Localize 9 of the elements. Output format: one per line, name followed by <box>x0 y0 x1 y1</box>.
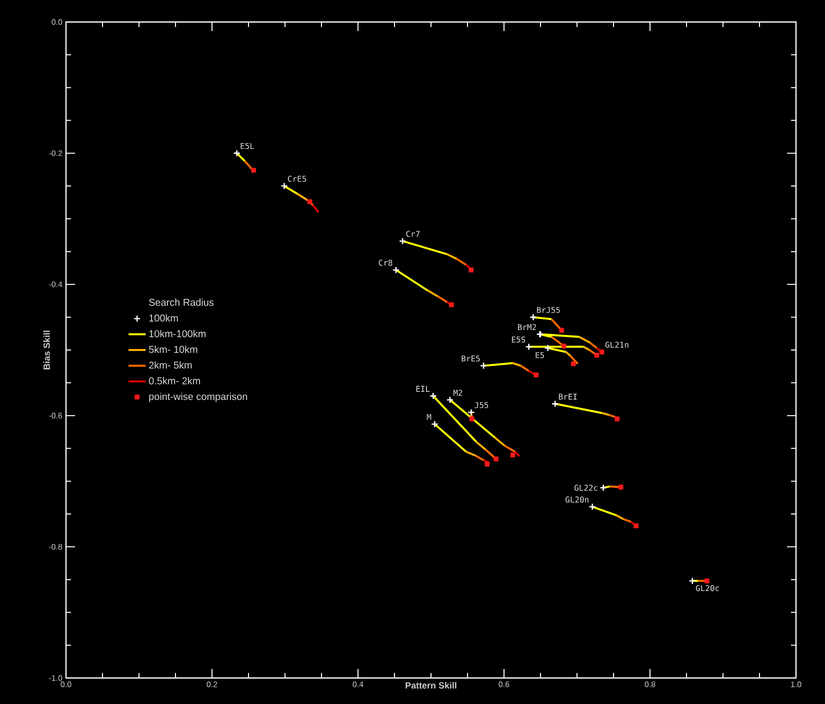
legend-title: Search Radius <box>149 298 214 306</box>
legend-label: 100km <box>149 314 178 322</box>
legend-label: point-wise comparison <box>149 392 248 402</box>
legend-label: 10km-100km <box>149 330 206 338</box>
x-axis-title: Pattern Skill <box>406 682 456 689</box>
legend-label: 0.5km- 2km <box>148 377 200 384</box>
legend-label: 2km- 5km <box>149 361 192 369</box>
y-axis-title: Bias Skill <box>43 330 50 370</box>
legend-label: 5km- 10km <box>149 346 198 353</box>
